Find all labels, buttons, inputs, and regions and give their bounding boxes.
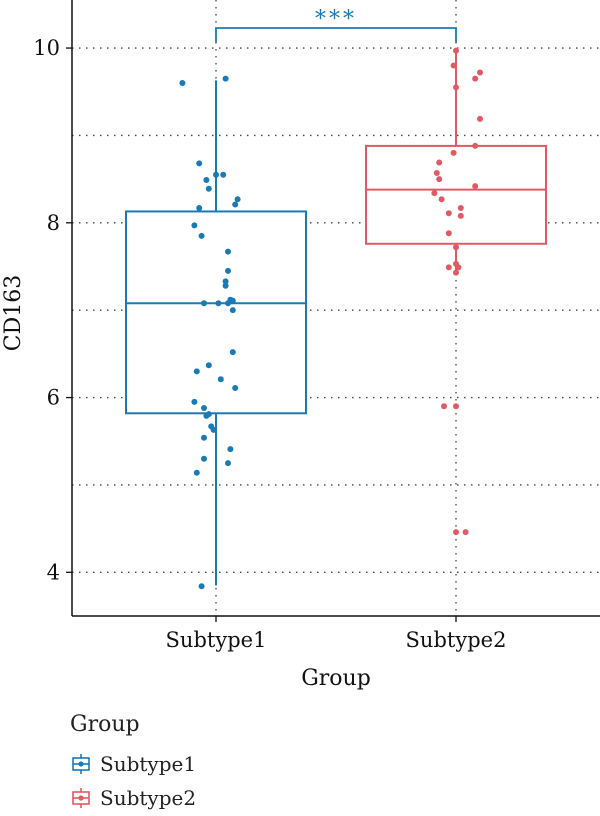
subtype1-data-point <box>229 307 236 314</box>
subtype2-box <box>365 144 547 245</box>
x-axis-label: Group <box>301 666 371 691</box>
y-tick-label: 6 <box>47 386 60 410</box>
y-tick-label: 10 <box>33 36 60 60</box>
subtype1-data-point <box>201 300 207 307</box>
legend-label: Subtype1 <box>100 752 197 776</box>
box-layer <box>125 50 547 586</box>
subtype2-data-point <box>453 47 459 54</box>
subtype2-data-point <box>455 264 462 271</box>
legend-items: Subtype1 Subtype2 <box>70 747 196 815</box>
subtype2-data-point <box>445 264 452 271</box>
y-tick-label: 4 <box>47 560 60 584</box>
subtype1-data-point <box>201 434 207 441</box>
subtype1-data-point <box>227 446 234 453</box>
axes: 4 6 8 10 Subtype1 Subtype2 <box>33 0 600 652</box>
subtype1-data-point <box>196 204 203 211</box>
subtype2-data-point <box>445 230 452 237</box>
subtype1-data-point <box>193 368 200 375</box>
subtype2-data-point <box>436 159 443 166</box>
subtype2-data-point <box>453 244 459 251</box>
subtype1-data-point <box>234 196 241 203</box>
legend-item-subtype2: Subtype2 <box>70 781 196 815</box>
legend-key-subtype1 <box>72 754 90 774</box>
subtype2-data-point <box>431 190 438 197</box>
subtype2-data-point <box>450 149 457 156</box>
subtype1-data-point <box>229 349 236 356</box>
y-tick-label: 8 <box>47 211 60 235</box>
subtype1-data-point <box>225 300 231 307</box>
subtype2-data-point <box>477 115 483 122</box>
legend: Group Subtype1 Subtype2 <box>70 712 196 815</box>
subtype1-data-point <box>225 267 231 274</box>
subtype1-data-point <box>215 300 222 307</box>
subtype2-data-point <box>441 403 447 410</box>
subtype1-data-point <box>191 222 198 229</box>
subtype2-data-point <box>457 204 464 211</box>
subtype1-data-point <box>179 80 186 87</box>
box-plot-chart: *** 4 6 8 10 Subtype1 Subtype2 CD163 Group <box>1 0 600 691</box>
significance-label: *** <box>315 7 357 32</box>
legend-key-subtype2 <box>72 788 90 808</box>
subtype2-data-point <box>472 183 479 190</box>
x-tick-label: Subtype1 <box>166 628 267 652</box>
subtype2-data-point <box>453 269 459 276</box>
subtype2-data-point <box>438 196 445 203</box>
subtype2-data-point <box>472 142 479 149</box>
subtype1-data-point <box>210 426 217 433</box>
subtype1-data-point <box>201 455 207 462</box>
legend-title: Group <box>70 712 140 737</box>
subtype1-data-point <box>191 398 198 405</box>
subtype1-data-point <box>205 185 212 192</box>
subtype2-data-point <box>433 170 440 177</box>
subtype1-box <box>125 210 307 415</box>
significance-bracket: *** <box>215 7 457 42</box>
subtype1-data-point <box>232 384 239 391</box>
point-layer <box>179 47 483 590</box>
subtype1-data-point <box>193 469 200 476</box>
x-tick-label: Subtype2 <box>406 628 507 652</box>
subtype2-data-point <box>453 403 459 410</box>
subtype2-data-point <box>445 210 452 217</box>
subtype1-data-point <box>232 201 239 208</box>
subtype2-data-point <box>477 69 483 76</box>
subtype1-data-point <box>217 376 224 383</box>
subtype2-data-point <box>472 75 479 82</box>
subtype1-data-point <box>203 176 210 183</box>
subtype1-data-point <box>201 405 207 412</box>
subtype1-data-point <box>222 282 229 289</box>
subtype1-data-point <box>198 583 205 590</box>
subtype2-data-point <box>436 176 443 183</box>
subtype1-data-point <box>222 278 229 285</box>
subtype1-data-point <box>225 248 231 255</box>
subtype1-data-point <box>229 297 236 304</box>
significance-line <box>215 27 457 42</box>
legend-label: Subtype2 <box>100 786 197 810</box>
legend-item-subtype1: Subtype1 <box>70 747 196 781</box>
subtype2-data-point <box>462 529 469 536</box>
subtype1-data-point <box>222 75 229 82</box>
subtype1-data-point <box>220 171 227 178</box>
subtype2-data-point <box>450 62 457 69</box>
subtype1-data-point <box>196 160 203 167</box>
subtype2-data-point <box>453 529 459 536</box>
subtype1-data-point <box>225 460 231 467</box>
subtype1-data-point <box>213 171 219 178</box>
subtype1-data-point <box>205 362 212 369</box>
y-axis-label: CD163 <box>1 275 26 351</box>
subtype2-data-point <box>453 84 459 91</box>
subtype2-data-point <box>457 212 464 219</box>
subtype1-data-point <box>203 412 210 419</box>
subtype1-data-point <box>198 232 205 239</box>
